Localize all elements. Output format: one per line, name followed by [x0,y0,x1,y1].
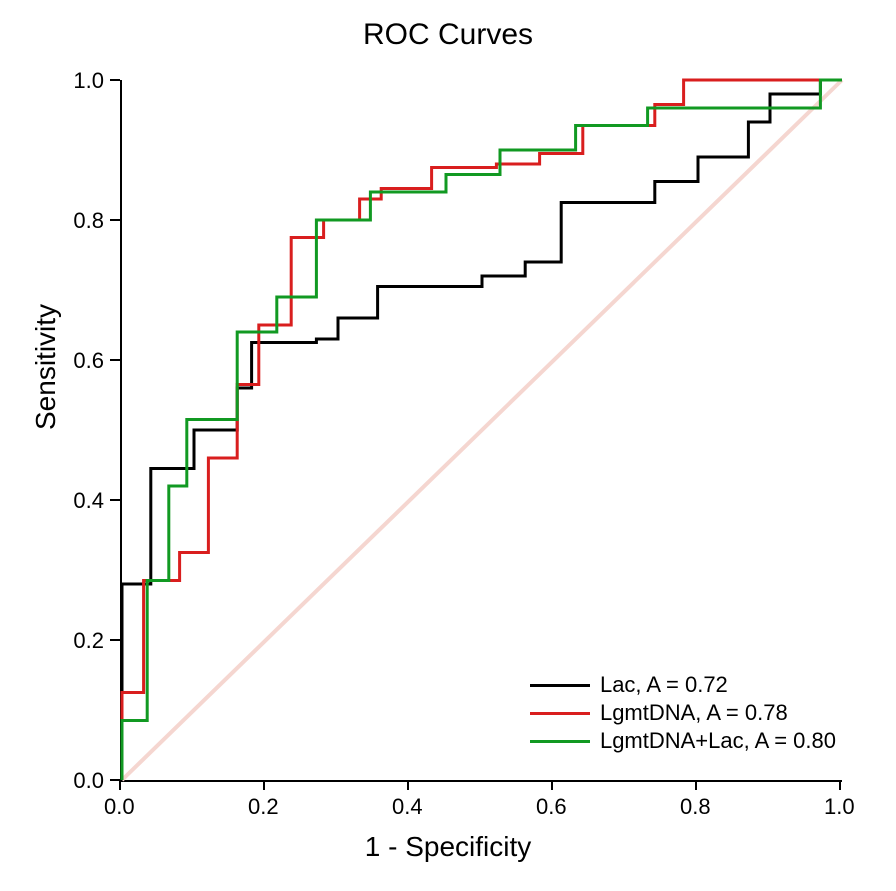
legend-label: LgmtDNA, A = 0.78 [600,700,788,726]
legend-swatch [530,712,590,715]
y-tick-label: 0.6 [73,348,104,374]
x-tick-mark [551,780,553,790]
y-tick-label: 0.8 [73,208,104,234]
x-tick-label: 0.4 [392,794,423,820]
y-tick-label: 1.0 [73,68,104,94]
legend-item: LgmtDNA+Lac, A = 0.80 [530,728,836,754]
chart-title: ROC Curves [0,18,896,52]
legend-label: LgmtDNA+Lac, A = 0.80 [600,728,836,754]
x-tick-label: 0.2 [248,794,279,820]
roc-chart: ROC Curves Sensitivity 1 - Specificity 0… [0,0,896,891]
x-tick-label: 0.0 [104,794,135,820]
legend-swatch [530,740,590,743]
y-tick-mark [110,79,120,81]
x-tick-mark [839,780,841,790]
x-tick-mark [695,780,697,790]
legend-item: Lac, A = 0.72 [530,672,836,698]
x-tick-label: 0.6 [536,794,567,820]
x-tick-mark [263,780,265,790]
x-tick-mark [119,780,121,790]
y-tick-mark [110,219,120,221]
y-tick-mark [110,779,120,781]
y-axis-label: Sensitivity [30,304,62,430]
y-tick-mark [110,499,120,501]
y-tick-mark [110,639,120,641]
legend-swatch [530,684,590,687]
x-tick-label: 0.8 [680,794,711,820]
y-tick-label: 0.0 [73,768,104,794]
x-axis-label: 1 - Specificity [0,831,896,863]
x-tick-label: 1.0 [824,794,855,820]
legend: Lac, A = 0.72LgmtDNA, A = 0.78LgmtDNA+La… [530,672,836,756]
legend-item: LgmtDNA, A = 0.78 [530,700,836,726]
legend-label: Lac, A = 0.72 [600,672,728,698]
y-tick-label: 0.4 [73,488,104,514]
y-tick-mark [110,359,120,361]
x-tick-mark [407,780,409,790]
y-tick-label: 0.2 [73,628,104,654]
